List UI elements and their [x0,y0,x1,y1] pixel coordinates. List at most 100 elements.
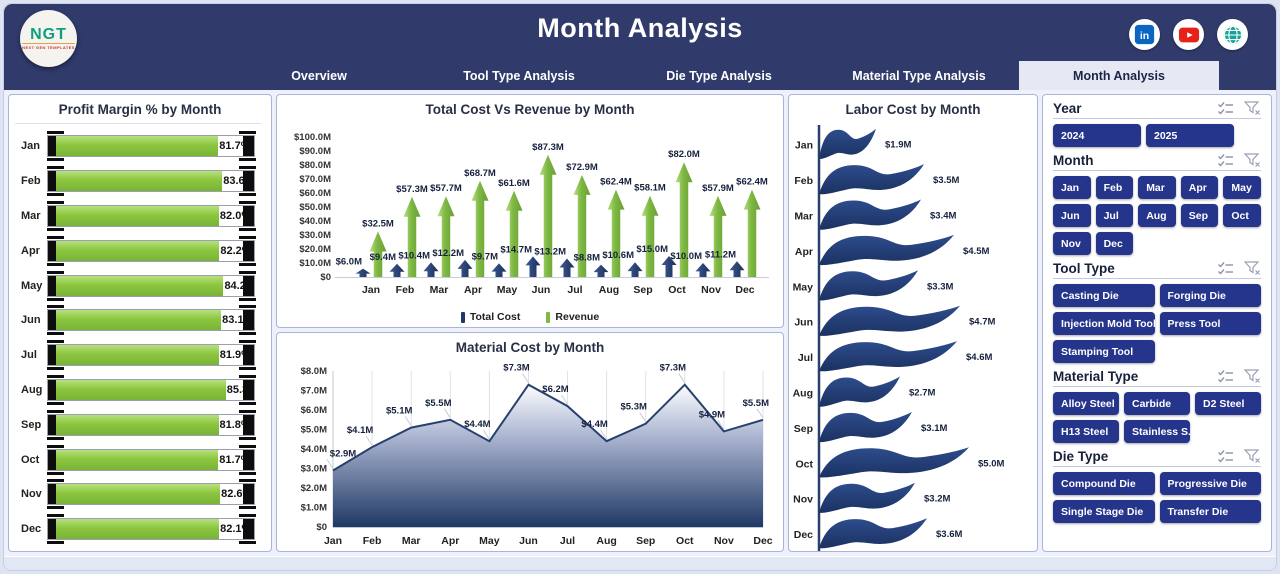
profit-bar-track: 85.3% [47,374,256,405]
filter-month-may[interactable]: May [1223,176,1261,199]
tab-tool-type-analysis[interactable]: Tool Type Analysis [463,68,575,83]
tab-month-analysis[interactable]: Month Analysis [1019,61,1219,90]
profit-bar-row-oct[interactable]: Oct 81.7% [15,442,261,477]
tab-material-type-analysis[interactable]: Material Type Analysis [852,68,986,83]
tab-die-type-analysis[interactable]: Die Type Analysis [666,68,772,83]
svg-text:$72.9M: $72.9M [566,162,598,173]
filter-month-oct[interactable]: Oct [1223,204,1261,227]
clear-filter-icon[interactable] [1244,261,1261,276]
tab-overview[interactable]: Overview [291,68,347,83]
profit-bar-row-apr[interactable]: Apr 82.2% [15,233,261,268]
filter-year-2024[interactable]: 2024 [1053,124,1141,147]
total-cost-arrow-mar[interactable] [423,262,439,277]
revenue-arrow-oct[interactable] [675,162,693,277]
revenue-arrow-dec[interactable] [743,189,761,277]
revenue-arrow-jun[interactable] [539,154,557,277]
total-cost-arrow-dec[interactable] [729,261,745,277]
profit-bar-row-nov[interactable]: Nov 82.6% [15,477,261,512]
profit-bar-row-may[interactable]: May 84.2% [15,268,261,303]
filter-tool-type-forging-die[interactable]: Forging Die [1159,284,1261,307]
profit-bar-row-dec[interactable]: Dec 82.1% [15,512,261,547]
filter-year-2025[interactable]: 2025 [1146,124,1234,147]
filter-tool-type-press-tool[interactable]: Press Tool [1159,312,1261,335]
revenue-arrow-jul[interactable] [573,174,591,277]
revenue-arrow-apr[interactable] [471,180,489,277]
profit-bar-fill [56,310,222,331]
filter-die-type-compound-die[interactable]: Compound Die [1053,472,1155,495]
labor-flag-dec[interactable] [819,518,927,549]
labor-flag-oct[interactable] [819,447,969,478]
labor-flag-feb[interactable] [819,164,924,195]
multiselect-icon[interactable] [1217,101,1234,116]
labor-flag-mar[interactable] [819,199,921,230]
total-cost-arrow-jul[interactable] [559,258,575,278]
filter-tool-type-injection-mold-tool[interactable]: Injection Mold Tool [1053,312,1155,335]
revenue-arrow-may[interactable] [505,190,523,277]
filter-die-type-progressive-die[interactable]: Progressive Die [1159,472,1261,495]
total-cost-arrow-oct[interactable] [661,256,677,277]
filter-tool-type-stamping-tool[interactable]: Stamping Tool [1053,340,1155,363]
total-cost-arrow-may[interactable] [491,263,507,277]
filter-material-type-d2-steel[interactable]: D2 Steel [1195,392,1261,415]
filter-month-jul[interactable]: Jul [1095,204,1134,227]
filter-month-mar[interactable]: Mar [1138,176,1176,199]
labor-flag-nov[interactable] [819,482,915,513]
profit-bar-row-jan[interactable]: Jan 81.7% [15,129,261,164]
filter-month-jun[interactable]: Jun [1053,204,1091,227]
revenue-arrow-mar[interactable] [437,196,455,277]
linkedin-icon[interactable]: in [1129,19,1160,50]
filter-material-type-h13-steel[interactable]: H13 Steel [1053,420,1119,443]
revenue-arrow-nov[interactable] [709,195,727,277]
total-cost-arrow-feb[interactable] [389,263,405,277]
total-cost-arrow-apr[interactable] [457,259,473,277]
filter-month-sep[interactable]: Sep [1180,204,1219,227]
multiselect-icon[interactable] [1217,369,1234,384]
total-cost-arrow-sep[interactable] [627,262,643,277]
profit-bar-row-feb[interactable]: Feb 83.6% [15,164,261,199]
profit-bar-row-jun[interactable]: Jun 83.1% [15,303,261,338]
filter-month-feb[interactable]: Feb [1095,176,1134,199]
revenue-arrow-aug[interactable] [607,189,625,277]
labor-flag-apr[interactable] [819,234,954,266]
clear-filter-icon[interactable] [1244,449,1261,464]
legend-total-cost[interactable]: Total Cost [460,311,520,323]
labor-flag-jun[interactable] [819,305,960,336]
filter-month-aug[interactable]: Aug [1138,204,1176,227]
filter-die-type-transfer-die[interactable]: Transfer Die [1159,500,1261,523]
legend-revenue[interactable]: Revenue [546,311,599,323]
filter-material-type-stainless-s[interactable]: Stainless S... [1124,420,1190,443]
profit-bar-row-mar[interactable]: Mar 82.0% [15,199,261,234]
labor-flag-aug[interactable] [819,376,900,407]
filter-material-type-carbide[interactable]: Carbide [1124,392,1190,415]
profit-bar-row-jul[interactable]: Jul 81.9% [15,338,261,373]
profit-bar-row-aug[interactable]: Aug 85.3% [15,373,261,408]
material-area[interactable] [333,384,763,527]
labor-flag-jul[interactable] [819,341,957,372]
filter-month-jan[interactable]: Jan [1053,176,1091,199]
filter-month-dec[interactable]: Dec [1095,232,1134,255]
labor-flag-may[interactable] [819,270,918,301]
filter-tool-type-casting-die[interactable]: Casting Die [1053,284,1155,307]
total-cost-arrow-nov[interactable] [695,263,711,277]
multiselect-icon[interactable] [1217,449,1234,464]
profit-bar-row-sep[interactable]: Sep 81.8% [15,407,261,442]
globe-icon[interactable] [1217,19,1248,50]
labor-flag-sep[interactable] [819,411,912,443]
revenue-arrow-sep[interactable] [641,195,659,277]
clear-filter-icon[interactable] [1244,369,1261,384]
multiselect-icon[interactable] [1217,261,1234,276]
filter-month-apr[interactable]: Apr [1180,176,1219,199]
labor-flag-jan[interactable] [819,128,876,159]
youtube-icon[interactable] [1173,19,1204,50]
multiselect-icon[interactable] [1217,153,1234,168]
revenue-arrow-feb[interactable] [403,196,421,277]
total-cost-arrow-jun[interactable] [525,256,541,277]
filter-month-nov[interactable]: Nov [1053,232,1091,255]
filter-material-type-alloy-steel[interactable]: Alloy Steel [1053,392,1119,415]
filter-die-type-single-stage-die[interactable]: Single Stage Die [1053,500,1155,523]
revenue-arrow-jan[interactable] [369,231,387,278]
clear-filter-icon[interactable] [1244,153,1261,168]
total-cost-arrow-jan[interactable] [355,268,371,277]
total-cost-arrow-aug[interactable] [593,264,609,277]
clear-filter-icon[interactable] [1244,101,1261,116]
